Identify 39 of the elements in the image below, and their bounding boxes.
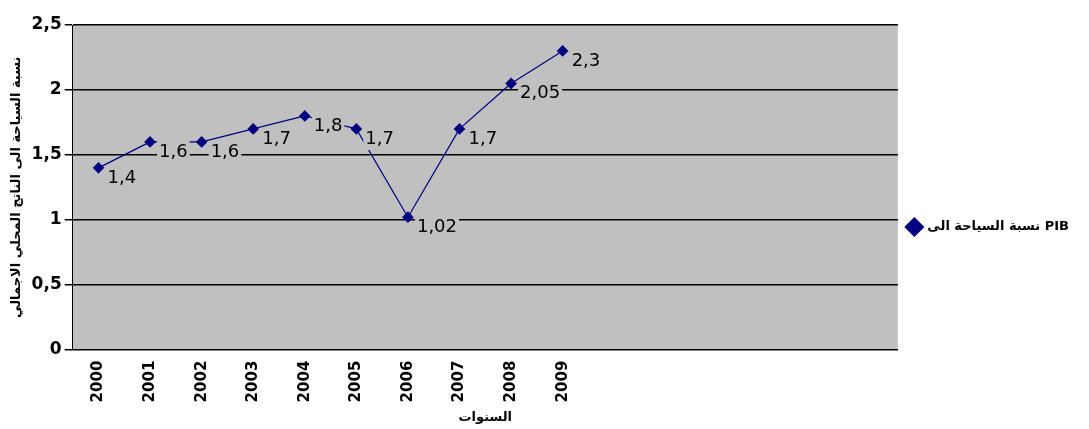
data-label: 1,7 — [365, 126, 394, 148]
x-tick-label: 2007 — [449, 360, 468, 403]
data-label: 1,7 — [468, 126, 498, 148]
legend-label: نسبة السياحة الى PIB — [927, 218, 1070, 234]
x-tick-label: 2002 — [191, 360, 210, 403]
y-tick-label: 1 — [49, 208, 62, 229]
point — [144, 136, 156, 148]
data-label: 2,3 — [571, 48, 601, 70]
x-tick-label: 2001 — [139, 360, 158, 403]
y-tick-label: 2,5 — [31, 13, 62, 34]
x-tick-label: 2004 — [294, 360, 313, 403]
point — [299, 110, 311, 122]
x-tick-label: 2000 — [88, 360, 107, 403]
point — [557, 45, 569, 57]
y-tick-label: 1,5 — [31, 143, 62, 164]
x-tick-label: 2009 — [552, 360, 571, 403]
data-label: 2,05 — [520, 81, 561, 103]
data-label: 1,6 — [210, 139, 240, 161]
point — [402, 211, 414, 223]
y-tick-label: 2 — [49, 78, 62, 99]
data-label: 1,6 — [159, 139, 188, 161]
data-label: 1,7 — [262, 126, 291, 148]
y-tick-label: 0 — [49, 338, 62, 359]
x-tick-label: 2005 — [346, 360, 365, 403]
x-axis-title: السنوات — [458, 408, 513, 424]
point — [505, 77, 517, 90]
x-tick-label: 2003 — [243, 360, 262, 403]
point — [453, 123, 466, 135]
point — [247, 123, 259, 135]
point — [92, 162, 105, 174]
y-axis-title: نسبة السياحة الى الناتج المحلي الاجمالي — [8, 56, 24, 318]
y-tick-label: 0,5 — [31, 273, 62, 294]
point — [196, 136, 208, 148]
data-label: 1,8 — [313, 113, 343, 135]
data-label: 1,02 — [416, 214, 458, 236]
data-label: 1,4 — [107, 165, 137, 187]
x-tick-label: 2008 — [500, 360, 519, 403]
point — [350, 123, 362, 135]
x-tick-label: 2006 — [397, 360, 416, 403]
